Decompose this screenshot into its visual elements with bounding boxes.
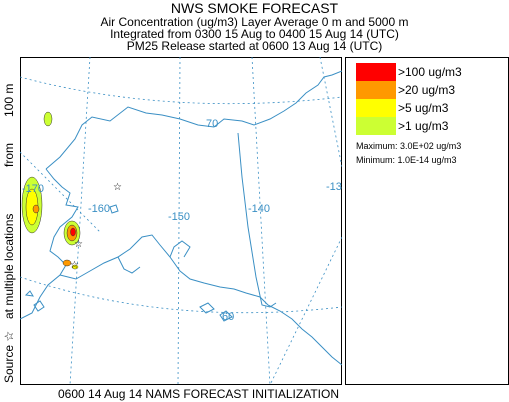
legend-minimum: Minimum: 1.0E-14 ug/m3 [356,155,457,165]
source-label: Source ☆ [2,330,16,383]
source-markers: ☆ ☆ ☆ [70,182,122,271]
meridian-130 [319,57,342,168]
plume-south-2 [71,264,79,270]
from-label: from [2,143,16,167]
island-3 [33,300,45,312]
plume-source-core [70,227,76,237]
lon-label-160: -160 [88,203,110,215]
southeast-coast [267,304,342,366]
island-2 [219,310,233,322]
legend-swatch-20 [356,81,396,99]
north-coast [45,70,342,170]
forecast-title: NWS SMOKE FORECAST [170,0,339,16]
concentration-legend: >100 ug/m3 >20 ug/m3 >5 ug/m3 >1 ug/m3 M… [345,57,509,385]
plume-north [43,111,53,127]
source-marker-icon: ☆ [70,260,79,271]
smoke-plumes [21,111,81,270]
inlet [169,240,191,258]
bay [117,256,141,274]
lat-label-70: 70 [206,118,218,130]
locations-label: at multiple locations [2,213,16,319]
lon-label-130: -130 [326,181,342,193]
meridian-170 [20,151,101,233]
legend-swatch-1 [356,117,396,135]
lat-label-60: 60 [222,311,234,323]
alaska-peninsula [59,234,269,306]
legend-maximum: Maximum: 3.0E+02 ug/m3 [356,141,462,151]
concentration-subtitle: Air Concentration (ug/m3) Layer Average … [100,15,409,29]
legend-label-20: >20 ug/m3 [398,83,456,97]
island-5 [109,204,119,214]
legend-swatch-100 [356,63,396,81]
plume-south-1 [62,259,72,267]
height-label: 100 m [2,83,16,117]
source-marker-icon: ☆ [74,239,83,250]
lon-label-140: -140 [248,203,270,215]
west-coast [20,168,79,320]
coastlines [20,70,342,366]
forecast-initialization: 0600 14 Aug 14 NAMS FORECAST INITIALIZAT… [58,387,339,401]
island-1 [199,302,215,314]
source-marker-icon: ☆ [113,182,122,193]
canada-border [237,132,277,308]
graticule [20,57,342,385]
legend-label-1: >1 ug/m3 [398,119,449,133]
legend-label-100: >100 ug/m3 [398,65,462,79]
release-info: PM25 Release started at 0600 13 Aug 14 (… [126,39,383,53]
smoke-map: ☆ ☆ ☆ -170 -160 -150 -140 -130 70 60 [20,57,342,385]
parallel-70 [20,76,342,105]
legend-swatch-5 [356,99,396,117]
plume-west-core [32,204,40,214]
lon-label-150: -150 [168,211,190,223]
map-frame [20,57,342,385]
island-4 [24,290,34,297]
lon-label-170: -170 [22,183,44,195]
legend-label-5: >5 ug/m3 [398,101,449,115]
integration-period: Integrated from 0300 15 Aug to 0400 15 A… [110,27,399,41]
parallel-60 [20,276,342,314]
source-side-label: Source ☆ at multiple locations from 100 … [0,57,20,385]
